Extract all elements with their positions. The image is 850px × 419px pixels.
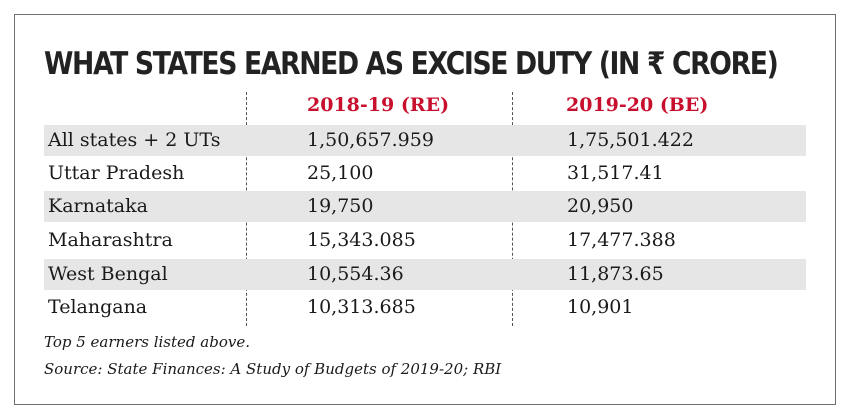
state-label: Telangana	[48, 296, 148, 318]
value-2018-19: 1,50,657.959	[307, 129, 434, 151]
column-header-2018-19: 2018-19 (RE)	[307, 94, 450, 116]
value-2019-20: 10,901	[567, 296, 634, 318]
value-2019-20: 17,477.388	[567, 229, 676, 251]
state-label: All states + 2 UTs	[48, 129, 221, 151]
value-2019-20: 20,950	[567, 195, 634, 217]
state-label: Karnataka	[48, 195, 148, 217]
value-2018-19: 10,313.685	[307, 296, 416, 318]
value-2019-20: 1,75,501.422	[567, 129, 694, 151]
table-row: Uttar Pradesh 25,100 31,517.41	[44, 158, 806, 189]
value-2018-19: 25,100	[307, 162, 374, 184]
value-2018-19: 10,554.36	[307, 263, 404, 285]
table-row: Karnataka 19,750 20,950	[44, 191, 806, 222]
chart-title: WHAT STATES EARNED AS EXCISE DUTY (IN ₹ …	[44, 46, 779, 82]
column-header-2019-20: 2019-20 (BE)	[566, 94, 709, 116]
source-note: Source: State Finances: A Study of Budge…	[44, 360, 502, 378]
table-row: Telangana 10,313.685 10,901	[44, 292, 806, 323]
state-label: West Bengal	[48, 263, 168, 285]
state-label: Uttar Pradesh	[48, 162, 185, 184]
table-row: All states + 2 UTs 1,50,657.959 1,75,501…	[44, 125, 806, 156]
value-2019-20: 11,873.65	[567, 263, 664, 285]
value-2018-19: 19,750	[307, 195, 374, 217]
table-row: Maharashtra 15,343.085 17,477.388	[44, 225, 806, 256]
state-label: Maharashtra	[48, 229, 173, 251]
table-row: West Bengal 10,554.36 11,873.65	[44, 259, 806, 290]
footnote: Top 5 earners listed above.	[44, 333, 250, 351]
value-2018-19: 15,343.085	[307, 229, 416, 251]
value-2019-20: 31,517.41	[567, 162, 664, 184]
